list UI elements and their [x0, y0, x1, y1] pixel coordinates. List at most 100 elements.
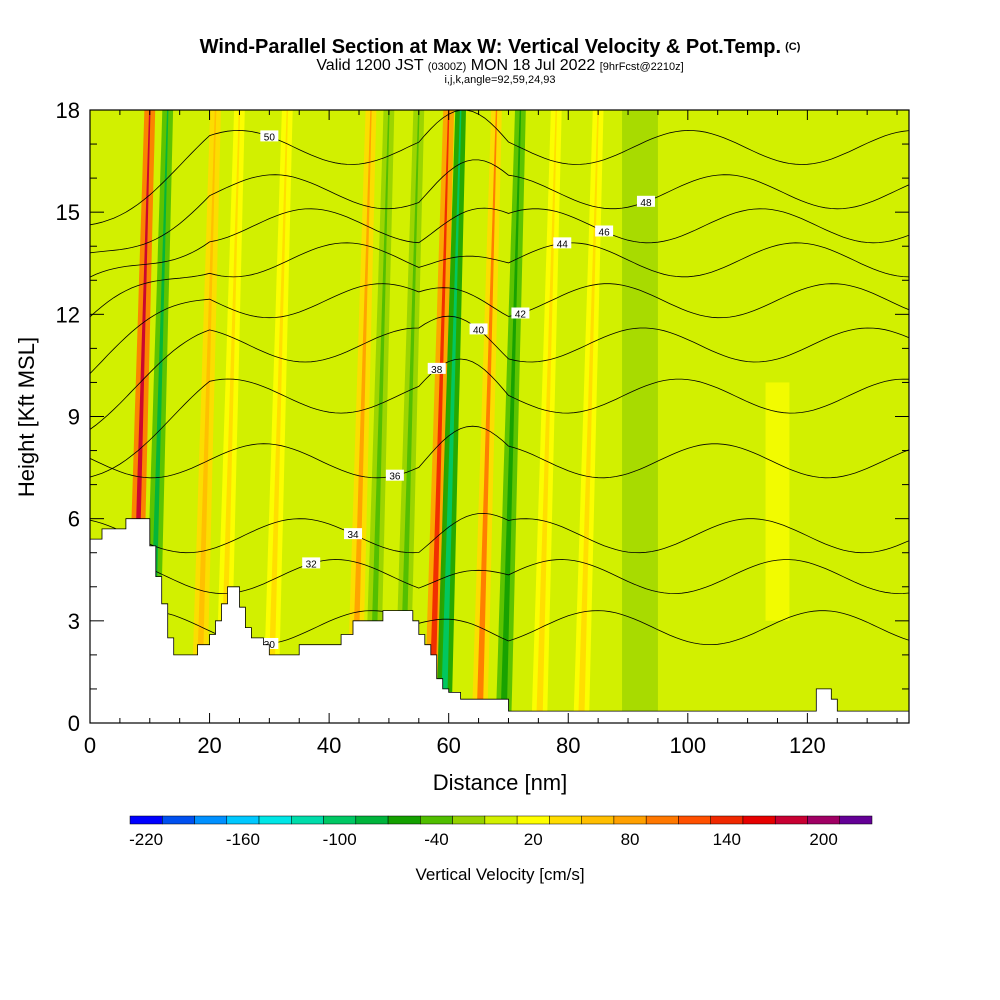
- theta-contour-line: [90, 110, 909, 226]
- field-patch: [672, 314, 703, 621]
- theta-contour-line: [90, 242, 909, 318]
- colorbar-swatch: [613, 815, 647, 825]
- theta-contour-line: [90, 159, 909, 254]
- field-patch: [622, 110, 658, 723]
- field-patch: [765, 382, 790, 621]
- copyright-mark: (C): [785, 41, 801, 53]
- colorbar-swatch: [678, 815, 711, 825]
- x-axis-label: Distance [nm]: [433, 770, 568, 795]
- x-tick-label: 120: [789, 733, 826, 758]
- colorbar-swatch: [807, 815, 840, 825]
- contour-label-bg: [344, 528, 363, 540]
- colorbar: -220 -160 -100 -40 20 80 140 200: [129, 815, 873, 849]
- velocity-column-core: [536, 110, 557, 723]
- axes: 0 20 40 60 80 100 120 0 36 9 12 15 18: [56, 98, 909, 758]
- colorbar-tick-label: -220: [129, 830, 163, 849]
- contour-label-bg: [469, 323, 488, 335]
- colorbar-swatch: [258, 815, 292, 825]
- colorbar-swatch: [226, 815, 260, 825]
- velocity-column-core: [476, 110, 498, 723]
- x-tick-label: 40: [317, 733, 341, 758]
- y-axis-label: Height [Kft MSL]: [14, 337, 39, 497]
- contour-label: 50: [264, 132, 276, 143]
- contour-label: 44: [557, 239, 569, 250]
- theta-contours: 3032343638404244464850: [90, 110, 909, 651]
- theta-contour-line: [90, 207, 909, 278]
- contour-label-bg: [427, 362, 446, 374]
- vertical-velocity-field: [90, 110, 909, 723]
- x-tick-label: 60: [436, 733, 460, 758]
- contour-label: 38: [431, 365, 443, 376]
- valid-date: MON 18 Jul 2022: [470, 57, 596, 74]
- theta-contour-line: [90, 283, 909, 374]
- forecast-label: [9hrFcst@2210z]: [599, 61, 684, 73]
- terrain-mask: [90, 518, 909, 723]
- colorbar-swatch: [129, 815, 163, 825]
- y-tick-label: 3: [68, 609, 80, 634]
- contour-label-bg: [260, 637, 279, 649]
- colorbar-tick-label: 80: [621, 830, 640, 849]
- colorbar-swatch: [839, 815, 873, 825]
- y-tick-label: 12: [56, 302, 80, 327]
- theta-contour-line: [90, 512, 909, 554]
- colorbar-swatch: [645, 815, 679, 825]
- colorbar-swatch: [516, 815, 550, 825]
- contour-label: 36: [389, 472, 401, 483]
- x-tick-label: 20: [197, 733, 221, 758]
- colorbar-swatch: [581, 815, 615, 825]
- y-tick-label: 15: [56, 200, 80, 225]
- colorbar-tick-label: -100: [323, 830, 357, 849]
- contour-label: 48: [640, 198, 652, 209]
- colorbar-label: Vertical Velocity [cm/s]: [415, 865, 584, 884]
- velocity-column-core: [428, 110, 450, 723]
- x-tick-label: 0: [84, 733, 96, 758]
- x-tick-label: 80: [556, 733, 580, 758]
- chart-title: Wind-Parallel Section at Max W: Vertical…: [0, 36, 1000, 58]
- velocity-column-core: [500, 110, 522, 723]
- colorbar-tick-label: -40: [424, 830, 449, 849]
- velocity-column-core: [398, 110, 420, 723]
- contour-label: 34: [347, 530, 359, 541]
- colorbar-tick-label: 20: [524, 830, 543, 849]
- contour-label-bg: [636, 195, 655, 207]
- grid-indices: i,j,k,angle=92,59,24,93: [444, 74, 556, 86]
- colorbar-swatch: [323, 815, 357, 825]
- contour-label-bg: [302, 557, 321, 569]
- colorbar-tick-label: -160: [226, 830, 260, 849]
- contour-label-bg: [511, 307, 530, 319]
- velocity-column-core: [440, 110, 462, 723]
- colorbar-tick-label: 140: [713, 830, 741, 849]
- velocity-column-core: [219, 110, 241, 723]
- colorbar-swatch: [291, 815, 324, 825]
- colorbar-tick-label: 200: [809, 830, 837, 849]
- colorbar-swatch: [452, 815, 486, 825]
- velocity-column-core: [195, 110, 217, 723]
- y-tick-label: 9: [68, 405, 80, 430]
- colorbar-swatch: [549, 815, 582, 825]
- colorbar-swatch: [355, 815, 389, 825]
- y-tick-label: 18: [56, 98, 80, 123]
- theta-contour-line: [90, 559, 909, 595]
- velocity-column-core: [368, 110, 390, 723]
- contour-label: 32: [306, 559, 318, 570]
- colorbar-swatch: [484, 815, 518, 825]
- x-tick-label: 100: [669, 733, 706, 758]
- valid-time-line: Valid 1200 JST (0300Z) MON 18 Jul 2022 […: [0, 58, 1000, 75]
- theta-contour-line: [90, 315, 909, 430]
- colorbar-swatch: [387, 815, 421, 825]
- valid-time-label: Valid 1200 JST: [316, 57, 424, 74]
- velocity-column-core: [350, 110, 372, 723]
- contour-label-bg: [595, 225, 614, 237]
- theta-contour-line: [90, 358, 909, 478]
- colorbar-swatch: [742, 815, 776, 825]
- chart-title-text: Wind-Parallel Section at Max W: Vertical…: [199, 36, 782, 58]
- colorbar-swatch: [710, 815, 744, 825]
- colorbar-swatch: [420, 815, 453, 825]
- colorbar-swatch: [194, 815, 228, 825]
- colorbar-swatch: [162, 815, 195, 825]
- field-patch: [840, 110, 871, 723]
- theta-contour-line: [90, 425, 909, 479]
- terrain-shape: [90, 518, 909, 723]
- y-tick-label: 0: [68, 711, 80, 736]
- contour-label-bg: [553, 237, 572, 249]
